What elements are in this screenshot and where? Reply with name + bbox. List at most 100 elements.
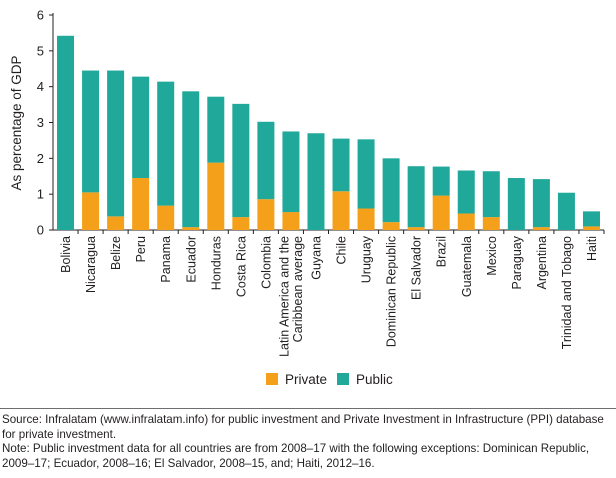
legend-label-public: Public	[356, 372, 393, 387]
x-tick-label: Dominican Republic	[385, 236, 399, 347]
bar-private-ecuador	[182, 227, 200, 230]
bar-private-uruguay	[357, 208, 375, 230]
x-tick-label: Latin America and theCaribbean average	[278, 236, 306, 357]
x-tick-label: Bolivia	[59, 236, 73, 273]
bar-private-guatemala	[457, 213, 475, 230]
x-tick-label: Colombia	[259, 236, 273, 289]
bar-public-trinidad-and-tobago	[557, 192, 575, 230]
bar-private-haiti	[582, 226, 600, 230]
y-tick-label: 2	[37, 151, 44, 166]
bar-private-mexico	[482, 217, 500, 230]
x-tick-label-line: Bolivia	[59, 236, 73, 273]
x-tick-label-line: Latin America and the	[278, 236, 292, 357]
bar-public-mexico	[482, 171, 500, 218]
x-tick-label: Belize	[109, 236, 123, 270]
x-tick-label: Panama	[159, 236, 173, 283]
x-tick-label-line: Paraguay	[510, 235, 524, 289]
x-tick-label-line: Brazil	[435, 236, 449, 267]
legend-label-private: Private	[285, 372, 327, 387]
x-tick-label-line: Ecuador	[184, 236, 198, 283]
x-tick-label-line: Honduras	[209, 236, 223, 290]
bar-private-dominican-republic	[382, 222, 400, 230]
y-tick-label: 0	[37, 223, 44, 238]
bar-public-guatemala	[457, 170, 475, 214]
x-tick-label: Guatemala	[460, 236, 474, 297]
bar-private-honduras	[207, 162, 225, 230]
x-tick-label-line: Guatemala	[460, 236, 474, 297]
x-tick-label-line: Trinidad and Tobago	[560, 236, 574, 349]
x-tick-label: Nicaragua	[84, 236, 98, 293]
x-tick-label: Argentina	[535, 236, 549, 290]
bar-public-el-salvador	[407, 166, 425, 228]
bar-public-paraguay	[507, 178, 525, 230]
bar-private-argentina	[532, 227, 550, 230]
x-tick-label: Paraguay	[510, 235, 524, 289]
bar-private-peru	[132, 178, 150, 230]
bar-public-panama	[157, 81, 175, 206]
x-tick-label: Haiti	[585, 236, 599, 261]
x-tick-label-line: Dominican Republic	[385, 236, 399, 347]
y-tick-label: 6	[37, 8, 44, 23]
x-tick-label-line: Panama	[159, 236, 173, 283]
bar-private-panama	[157, 205, 175, 230]
bar-public-uruguay	[357, 139, 375, 209]
source-text: Source: Infralatam (www.infralatam.info)…	[2, 413, 604, 441]
bar-private-el-salvador	[407, 227, 425, 230]
x-tick-label: Honduras	[209, 236, 223, 290]
x-tick-label-line: Costa Rica	[234, 236, 248, 297]
x-tick-label: Trinidad and Tobago	[560, 236, 574, 349]
bar-private-costa-rica	[232, 217, 250, 230]
stacked-bar-chart: As percentage of GDP 0 1 2 3 4 5 6 Bolivia Nica…	[9, 8, 605, 387]
bar-public-colombia	[257, 121, 275, 200]
x-tick-label: Uruguay	[360, 235, 374, 283]
bar-public-chile	[332, 138, 350, 192]
bar-private-nicaragua	[82, 192, 100, 230]
y-tick-label: 5	[37, 43, 44, 58]
bar-public-argentina	[532, 179, 550, 228]
x-tick-label: Chile	[335, 236, 349, 265]
x-tick-label: Ecuador	[184, 236, 198, 283]
bar-public-nicaragua	[82, 70, 100, 193]
note-text: Note: Public investment data for all cou…	[2, 442, 590, 470]
bar-public-costa-rica	[232, 103, 250, 218]
bar-public-peru	[132, 76, 150, 179]
x-tick-label-line: Nicaragua	[84, 236, 98, 293]
bar-public-honduras	[207, 96, 225, 163]
bar-private-colombia	[257, 199, 275, 230]
x-tick-label-line: Guyana	[309, 236, 323, 280]
x-tick-label: Guyana	[309, 236, 323, 280]
legend: Private Public	[266, 372, 393, 387]
x-tick-label-line: Uruguay	[360, 235, 374, 283]
bar-private-chile	[332, 191, 350, 230]
x-tick-label: Costa Rica	[234, 236, 248, 297]
x-tick-label: Peru	[134, 236, 148, 262]
bar-private-latin-america-and-the-caribbean-average	[282, 212, 300, 230]
bar-public-ecuador	[182, 91, 200, 228]
x-tick-label: Mexico	[485, 236, 499, 276]
x-tick-label-line: Argentina	[535, 236, 549, 290]
bar-private-belize	[107, 216, 125, 230]
x-tick-label: El Salvador	[410, 236, 424, 300]
x-tick-label-line: Peru	[134, 236, 148, 262]
bars	[57, 35, 600, 231]
bar-private-brazil	[432, 195, 450, 230]
x-tick-label-line: El Salvador	[410, 236, 424, 300]
bar-public-bolivia	[57, 35, 75, 231]
y-tick-label: 4	[37, 79, 44, 94]
bar-public-brazil	[432, 166, 450, 196]
x-tick-label-line: Caribbean average	[291, 236, 305, 342]
y-tick-label: 3	[37, 115, 44, 130]
legend-swatch-private	[266, 373, 278, 385]
y-axis-label: As percentage of GDP	[9, 55, 24, 190]
source-notes: Source: Infralatam (www.infralatam.info)…	[2, 413, 614, 471]
legend-swatch-public	[337, 373, 349, 385]
bar-public-belize	[107, 70, 125, 217]
bar-public-latin-america-and-the-caribbean-average	[282, 131, 300, 213]
x-tick-label-line: Chile	[335, 236, 349, 265]
x-axis-tick-labels: Bolivia Nicaragua Belize Peru Panama Ecuador H…	[59, 230, 605, 357]
x-tick-label-line: Haiti	[585, 236, 599, 261]
bar-public-guyana	[307, 133, 325, 230]
x-tick-label-line: Colombia	[259, 236, 273, 289]
x-tick-label: Brazil	[435, 236, 449, 267]
bar-public-haiti	[582, 211, 600, 227]
